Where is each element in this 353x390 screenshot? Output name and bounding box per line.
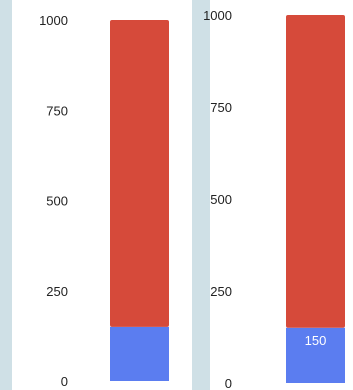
- y-tick-label: 500: [210, 192, 232, 207]
- chart-right: 0 250 500 750 1000 150: [203, 8, 345, 390]
- y-tick-label: 1000: [39, 13, 68, 28]
- y-tick-label: 1000: [203, 8, 232, 23]
- bar-segment-1[interactable]: [110, 20, 169, 327]
- y-tick-label: 750: [210, 100, 232, 115]
- y-tick-label: 0: [225, 376, 232, 390]
- y-tick-label: 750: [46, 103, 68, 118]
- y-tick-label: 250: [210, 284, 232, 299]
- bar-segment-0[interactable]: [110, 326, 169, 381]
- bar-segment-1[interactable]: [286, 15, 345, 328]
- y-tick-label: 0: [61, 374, 68, 389]
- bar-data-label: 150: [305, 333, 327, 348]
- y-tick-label: 500: [46, 194, 68, 209]
- bar-segment-0[interactable]: [286, 327, 345, 383]
- y-tick-label: 250: [46, 284, 68, 299]
- chart-left: 0 250 500 750 1000: [39, 13, 169, 389]
